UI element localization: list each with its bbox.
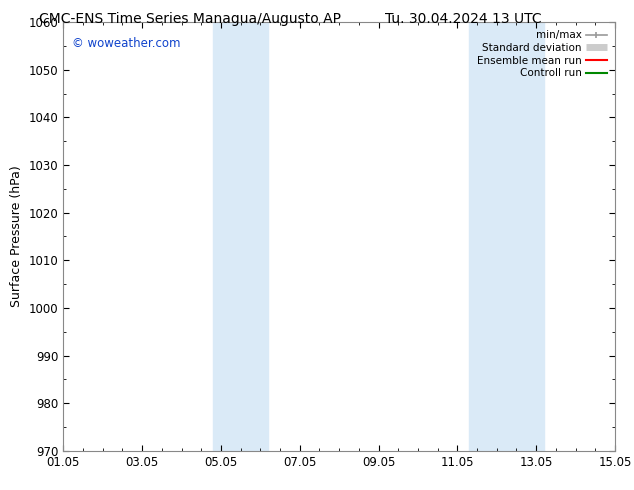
Text: Tu. 30.04.2024 13 UTC: Tu. 30.04.2024 13 UTC: [384, 12, 541, 26]
Bar: [469, 22, 544, 451]
Text: © woweather.com: © woweather.com: [72, 37, 180, 50]
Y-axis label: Surface Pressure (hPa): Surface Pressure (hPa): [10, 166, 23, 307]
Legend: min/max, Standard deviation, Ensemble mean run, Controll run: min/max, Standard deviation, Ensemble me…: [474, 27, 610, 81]
Text: CMC-ENS Time Series Managua/Augusto AP: CMC-ENS Time Series Managua/Augusto AP: [39, 12, 341, 26]
Bar: [213, 22, 268, 451]
